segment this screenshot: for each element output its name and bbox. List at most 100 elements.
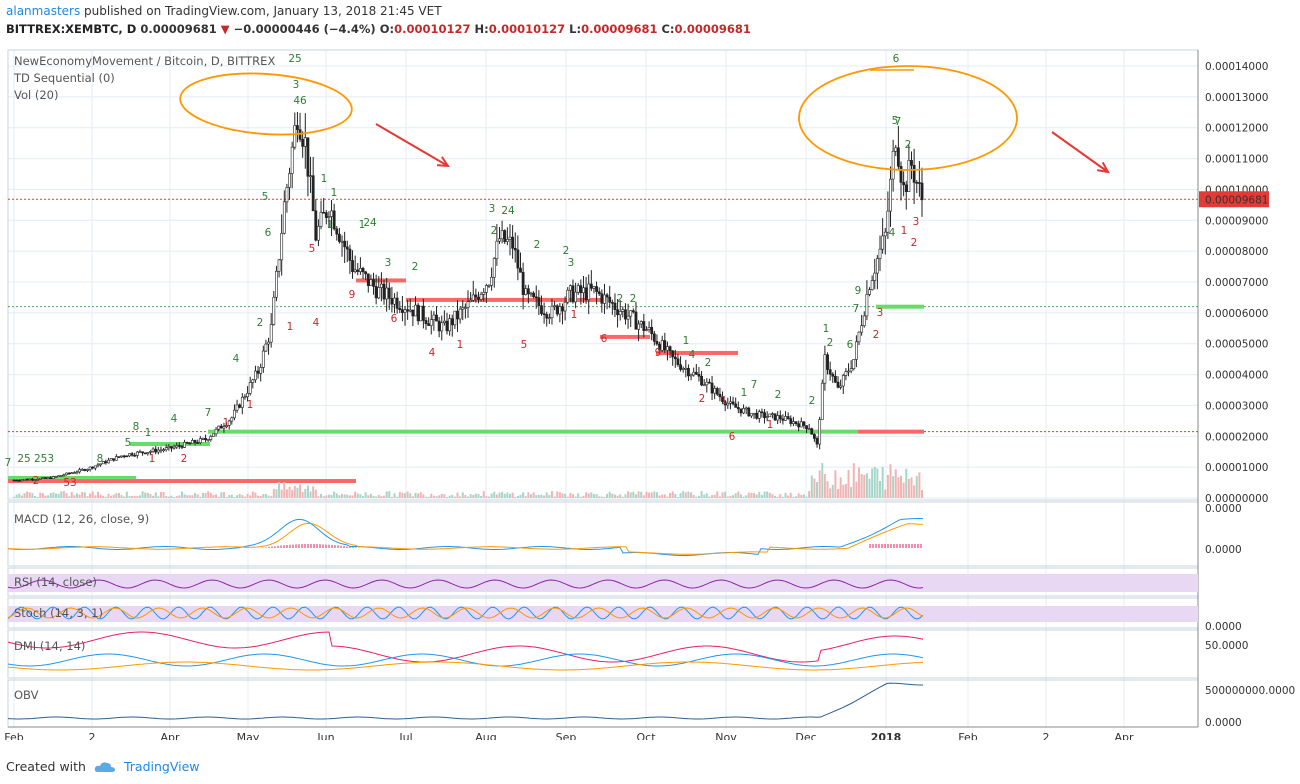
td-count-26: 3 xyxy=(568,257,575,269)
volume-bar-316 xyxy=(842,484,845,498)
td-count-73: 1 xyxy=(149,453,156,465)
volume-bar-58 xyxy=(165,495,168,498)
candle-body-198 xyxy=(532,292,536,298)
candle-body-332 xyxy=(883,231,887,237)
tdst-green-bar-feb xyxy=(8,475,136,479)
candle-body-235 xyxy=(629,310,633,317)
td-count-69: 1 xyxy=(223,417,230,429)
volume-bar-159 xyxy=(430,493,433,498)
time-axis[interactable]: Feb 2 Apr May Jun Jul Aug Sep Oct Nov Dec 2018 Feb 2 A… xyxy=(4,731,1134,740)
candle-body-144 xyxy=(390,298,394,305)
candle-body-31 xyxy=(93,465,97,469)
volume-bar-211 xyxy=(566,496,569,498)
volume-bar-333 xyxy=(886,474,889,498)
candle-body-302 xyxy=(805,425,808,430)
volume-bar-172 xyxy=(464,495,467,498)
candle-body-187 xyxy=(503,230,507,242)
volume-bar-48 xyxy=(138,495,141,498)
volume-bar-16 xyxy=(54,493,57,498)
volume-bar-103 xyxy=(283,482,286,498)
candle-body-265 xyxy=(708,381,711,384)
time-tick-1: 2 xyxy=(89,731,96,740)
last-price-tag xyxy=(1199,191,1269,208)
candle-body-246 xyxy=(658,343,661,351)
td-count-37: 6 xyxy=(729,431,736,443)
candle-body-294 xyxy=(784,416,787,421)
candle-body-333 xyxy=(886,210,890,233)
candle-body-139 xyxy=(377,287,381,299)
volume-bar-262 xyxy=(700,491,703,498)
volume-bar-101 xyxy=(278,482,281,498)
volume-bar-102 xyxy=(280,489,283,498)
volume-bar-269 xyxy=(718,496,721,498)
symbol-label[interactable]: BITTREX:XEMBTC, D xyxy=(6,22,137,36)
td-count-48: 2 xyxy=(873,329,880,341)
ellipse-jan-peak xyxy=(798,65,1018,171)
candle-body-110 xyxy=(301,139,305,147)
tdst-red-bar-jul xyxy=(406,297,606,302)
time-tick-7: Sep xyxy=(556,731,577,740)
candle-body-224 xyxy=(600,293,604,304)
volume-bar-197 xyxy=(529,494,532,498)
volume-bar-135 xyxy=(367,495,370,498)
volume-bar-201 xyxy=(540,494,543,498)
candle-body-25 xyxy=(78,469,82,473)
volume-bar-143 xyxy=(388,491,391,498)
price-axis[interactable]: 0.00014000 0.00013000 0.00012000 0.00011000… xyxy=(1199,61,1295,729)
candle-body-259 xyxy=(692,371,696,376)
candle-body-57 xyxy=(162,449,165,452)
volume-bar-287 xyxy=(766,491,769,498)
volume-bar-258 xyxy=(690,492,693,498)
candle-body-330 xyxy=(878,248,882,259)
candle-body-28 xyxy=(86,469,89,471)
volume-bar-37 xyxy=(110,495,113,498)
volume-bar-190 xyxy=(511,492,514,498)
volume-bar-285 xyxy=(760,494,763,498)
volume-bar-339 xyxy=(902,482,905,498)
volume-bar-326 xyxy=(868,478,871,498)
candle-body-69 xyxy=(193,440,197,443)
candle-body-331 xyxy=(881,235,885,250)
volume-bar-173 xyxy=(467,496,469,498)
candle-body-107 xyxy=(293,125,297,148)
volume-bar-319 xyxy=(850,486,853,498)
td-count-40: 2 xyxy=(775,389,782,401)
subpane-tick-1: 0.0000 xyxy=(1205,544,1242,556)
candle-body-44 xyxy=(128,453,131,457)
volume-bar-229 xyxy=(613,494,616,498)
volume-bar-301 xyxy=(802,494,805,498)
volume-bar-312 xyxy=(831,484,834,498)
candle-body-345 xyxy=(917,182,921,184)
volume-bar-12 xyxy=(44,495,47,498)
volume-bar-94 xyxy=(259,495,262,498)
tdst-red-bar-dec xyxy=(858,429,924,434)
candle-body-252 xyxy=(673,356,677,360)
price-tick-2: 0.00012000 xyxy=(1205,123,1268,135)
candle-body-290 xyxy=(773,413,777,421)
volume-bar-70 xyxy=(196,494,199,498)
candle-body-191 xyxy=(513,247,517,251)
time-tick-6: Aug xyxy=(475,731,496,740)
tradingview-link[interactable]: TradingView xyxy=(123,759,200,774)
down-arrow-2-head xyxy=(1096,161,1110,174)
volume-bar-106 xyxy=(291,489,294,498)
candle-body-308 xyxy=(820,382,824,420)
volume-bar-274 xyxy=(732,495,735,498)
td-count-5: 6 xyxy=(265,227,272,239)
td-count-23: 2 xyxy=(534,239,541,251)
author-link[interactable]: alanmasters xyxy=(6,4,81,18)
subpane-title-3: DMI (14, 14) xyxy=(14,639,85,653)
volume-bar-59 xyxy=(167,496,170,498)
td-count-51: 7 xyxy=(895,116,902,128)
candle-body-256 xyxy=(684,367,688,370)
td-count-45: 6 xyxy=(847,339,854,351)
candle-body-247 xyxy=(660,340,664,351)
candle-body-33 xyxy=(99,463,103,466)
candle-body-171 xyxy=(461,307,465,310)
candle-body-202 xyxy=(542,313,546,315)
volume-bar-46 xyxy=(133,495,136,498)
volume-bar-23 xyxy=(73,495,76,498)
volume-bar-222 xyxy=(595,494,598,498)
